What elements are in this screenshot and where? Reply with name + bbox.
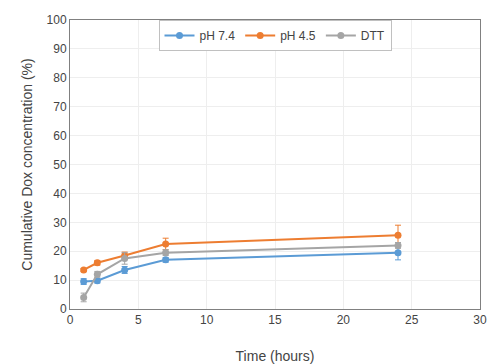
svg-text:Time (hours): Time (hours) <box>236 348 315 364</box>
svg-text:100: 100 <box>47 13 67 27</box>
svg-text:60: 60 <box>53 129 67 143</box>
svg-text:20: 20 <box>53 244 67 258</box>
svg-text:pH 4.5: pH 4.5 <box>280 29 316 43</box>
svg-text:10: 10 <box>53 273 67 287</box>
svg-text:Cumulative Dox concentration (: Cumulative Dox concentration (%) <box>19 58 35 270</box>
svg-text:70: 70 <box>53 100 67 114</box>
svg-text:30: 30 <box>473 313 487 327</box>
svg-text:10: 10 <box>200 313 214 327</box>
svg-text:50: 50 <box>53 158 67 172</box>
svg-text:90: 90 <box>53 42 67 56</box>
svg-text:0: 0 <box>60 302 67 316</box>
svg-text:5: 5 <box>135 313 142 327</box>
svg-text:20: 20 <box>337 313 351 327</box>
svg-text:40: 40 <box>53 187 67 201</box>
svg-text:pH 7.4: pH 7.4 <box>200 29 236 43</box>
svg-text:DTT: DTT <box>361 29 385 43</box>
svg-text:30: 30 <box>53 216 67 230</box>
svg-text:0: 0 <box>67 313 74 327</box>
svg-text:15: 15 <box>268 313 282 327</box>
svg-text:80: 80 <box>53 71 67 85</box>
svg-text:25: 25 <box>405 313 419 327</box>
